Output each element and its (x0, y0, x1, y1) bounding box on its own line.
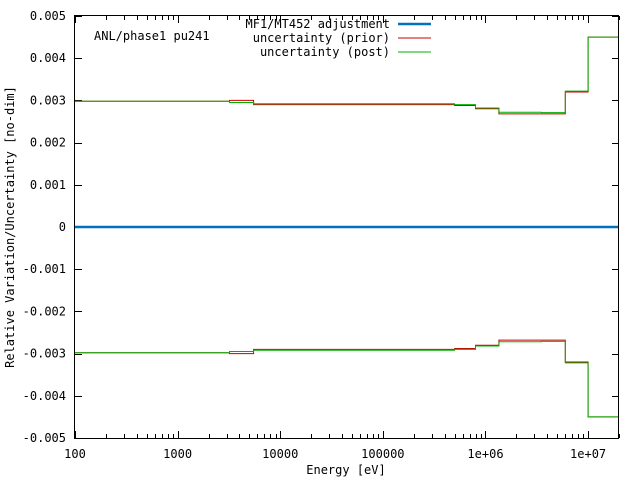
y-tick-label: -0.005 (23, 431, 66, 445)
series-2-lower-line (75, 340, 619, 418)
y-tick-label: -0.004 (23, 389, 66, 403)
series-2-upper-line (75, 36, 619, 114)
legend-label-adjustment: MF1/MT452 adjustment (246, 17, 391, 31)
y-tick-label: 0.002 (30, 136, 66, 150)
y-tick-label: -0.003 (23, 347, 66, 361)
y-tick-label: -0.002 (23, 304, 66, 318)
x-tick-label: 1000 (163, 447, 192, 461)
legend-label-prior: uncertainty (prior) (253, 31, 390, 45)
x-tick-label: 100 (64, 447, 86, 461)
y-tick-label: 0.005 (30, 9, 66, 23)
x-tick-label: 10000 (262, 447, 298, 461)
x-axis-label: Energy [eV] (306, 463, 385, 477)
plot-frame (74, 15, 619, 439)
chart-annotation: ANL/phase1 pu241 (94, 29, 210, 43)
x-tick-label: 100000 (361, 447, 404, 461)
y-tick-label: -0.001 (23, 262, 66, 276)
y-tick-label: 0.004 (30, 51, 66, 65)
y-tick-label: 0.003 (30, 93, 66, 107)
series-1-upper-line (75, 36, 619, 115)
y-tick-label: 0 (59, 220, 66, 234)
tick-labels: 0.005 0.004 0.003 0.002 0.001 0 -0.001 -0.002 -0… (23, 9, 607, 461)
y-axis-label: Relative Variation/Uncertainty [no-dim] (3, 86, 17, 368)
legend: MF1/MT452 adjustment uncertainty (prior)… (246, 17, 431, 59)
series-layer (75, 36, 619, 418)
x-tick-label: 1e+06 (467, 447, 503, 461)
series-1-lower-line (75, 339, 619, 418)
y-tick-label: 0.001 (30, 178, 66, 192)
legend-label-post: uncertainty (post) (260, 45, 390, 59)
x-tick-label: 1e+07 (570, 447, 606, 461)
